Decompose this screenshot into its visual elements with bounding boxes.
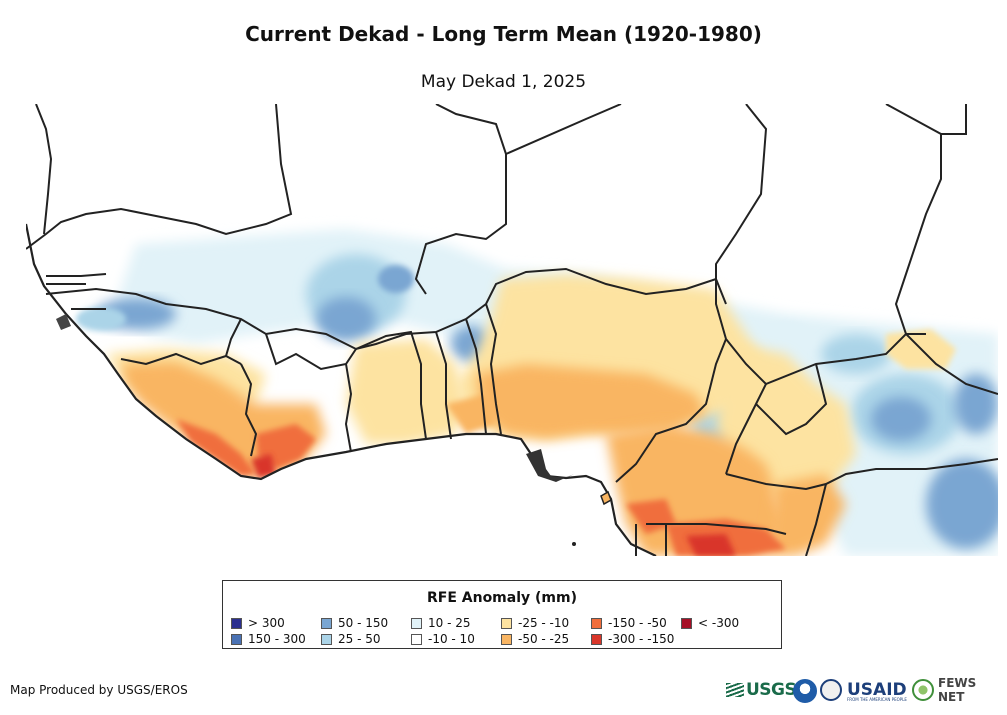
legend-item: -10 - 10 <box>411 632 475 646</box>
map-subtitle: May Dekad 1, 2025 <box>420 72 587 92</box>
legend-item: 150 - 300 <box>231 632 306 646</box>
noaa-logo-icon <box>793 679 817 703</box>
legend-item: 10 - 25 <box>411 616 471 630</box>
anomaly-map <box>26 104 998 556</box>
legend-swatch <box>591 618 602 629</box>
legend-item: 50 - 150 <box>321 616 388 630</box>
legend-swatch <box>231 618 242 629</box>
agency-logos: USGS USAID FROM THE AMERICAN PEOPLE FEWS … <box>726 676 998 704</box>
legend-swatch <box>681 618 692 629</box>
legend-swatch <box>231 634 242 645</box>
legend-item: > 300 <box>231 616 285 630</box>
usgs-logo: USGS <box>726 676 797 704</box>
bissagos-islands <box>56 314 71 330</box>
anomaly-field <box>76 229 998 556</box>
island-dot <box>572 542 576 546</box>
coastline <box>26 223 657 556</box>
usgs-waves-icon <box>726 683 744 697</box>
legend-item: -150 - -50 <box>591 616 667 630</box>
doi-seal-icon <box>820 679 842 701</box>
legend-swatch <box>411 618 422 629</box>
fews-globe-icon <box>912 679 934 701</box>
credit-text: Map Produced by USGS/EROS <box>10 683 188 697</box>
country-borders <box>26 104 998 556</box>
legend-swatch <box>321 634 332 645</box>
niger-delta <box>526 449 574 482</box>
bioko-island <box>600 490 612 506</box>
legend-swatch <box>501 634 512 645</box>
usaid-logo: USAID FROM THE AMERICAN PEOPLE <box>847 680 907 702</box>
legend-item: -25 - -10 <box>501 616 569 630</box>
map-title: Current Dekad - Long Term Mean (1920-198… <box>245 22 762 46</box>
legend-title: RFE Anomaly (mm) <box>426 590 577 606</box>
legend-swatch <box>501 618 512 629</box>
legend-item: < -300 <box>681 616 739 630</box>
legend-swatch <box>321 618 332 629</box>
legend-swatch <box>411 634 422 645</box>
legend-swatch <box>591 634 602 645</box>
fews-logo: FEWS NET <box>938 676 977 704</box>
legend-item: 25 - 50 <box>321 632 381 646</box>
legend-item: -300 - -150 <box>591 632 674 646</box>
legend: RFE Anomaly (mm) > 300 150 - 300 50 - 15… <box>222 580 782 649</box>
legend-item: -50 - -25 <box>501 632 569 646</box>
